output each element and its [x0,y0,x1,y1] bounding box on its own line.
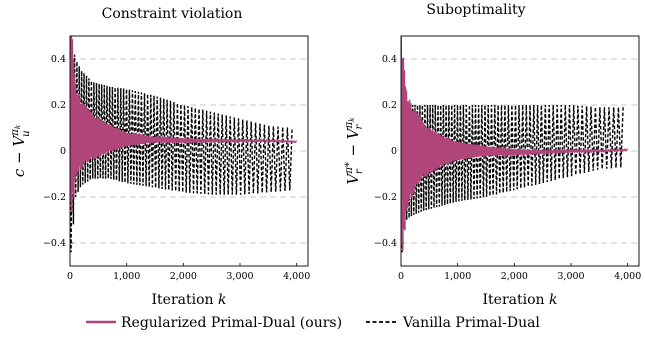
y-tick-label: 0 [391,146,397,157]
x-tick-label: 0 [398,271,404,282]
series-vanilla-primal-dual [401,36,624,253]
y-tick-label: 0.4 [382,54,397,65]
x-tick-label: 1,000 [113,271,140,282]
x-tick-label: 4,000 [614,271,641,282]
y-tick-label: −0.2 [43,192,66,203]
y-tick-label: −0.2 [374,192,397,203]
y-axis-label: c − Vπku [10,125,32,177]
legend: Regularized Primal-Dual (ours) Vanilla P… [86,315,540,331]
chart-title: Suboptimality [426,2,525,18]
series-vanilla-primal-dual [70,36,293,253]
series-regularized-primal-dual [401,39,628,251]
y-tick-label: 0.2 [382,100,397,111]
plot-frame [69,35,309,267]
chart-title: Constraint violation [102,6,243,22]
x-axis-label: Iteration k [152,292,227,308]
y-tick-label: −0.4 [374,238,397,249]
y-axis-label: Vπ*r − Vπkr [344,118,365,185]
plot-frame [400,35,640,267]
x-tick-label: 1,000 [444,271,471,282]
y-tick-label: −0.4 [43,238,66,249]
y-tick-label: 0 [60,146,66,157]
x-tick-label: 3,000 [557,271,584,282]
series-regularized-primal-dual [70,36,297,213]
x-tick-label: 3,000 [226,271,253,282]
x-tick-label: 2,000 [501,271,528,282]
legend-label-vanilla: Vanilla Primal-Dual [402,315,540,331]
y-tick-label: 0.4 [51,54,66,65]
legend-label-regularized: Regularized Primal-Dual (ours) [121,315,342,331]
x-tick-label: 4,000 [283,271,310,282]
chart-suboptimality: Suboptimality −0.4 −0.2 0 0.2 0.4 0 1,000 2,000 3… [344,2,641,308]
x-axis-label: Iteration k [483,292,558,308]
x-tick-label: 2,000 [170,271,197,282]
chart-constraint-violation: Constraint violation −0.4 −0.2 0 0.2 0.4 0 1,00… [10,6,310,308]
y-tick-label: 0.2 [51,100,66,111]
x-tick-label: 0 [67,271,73,282]
